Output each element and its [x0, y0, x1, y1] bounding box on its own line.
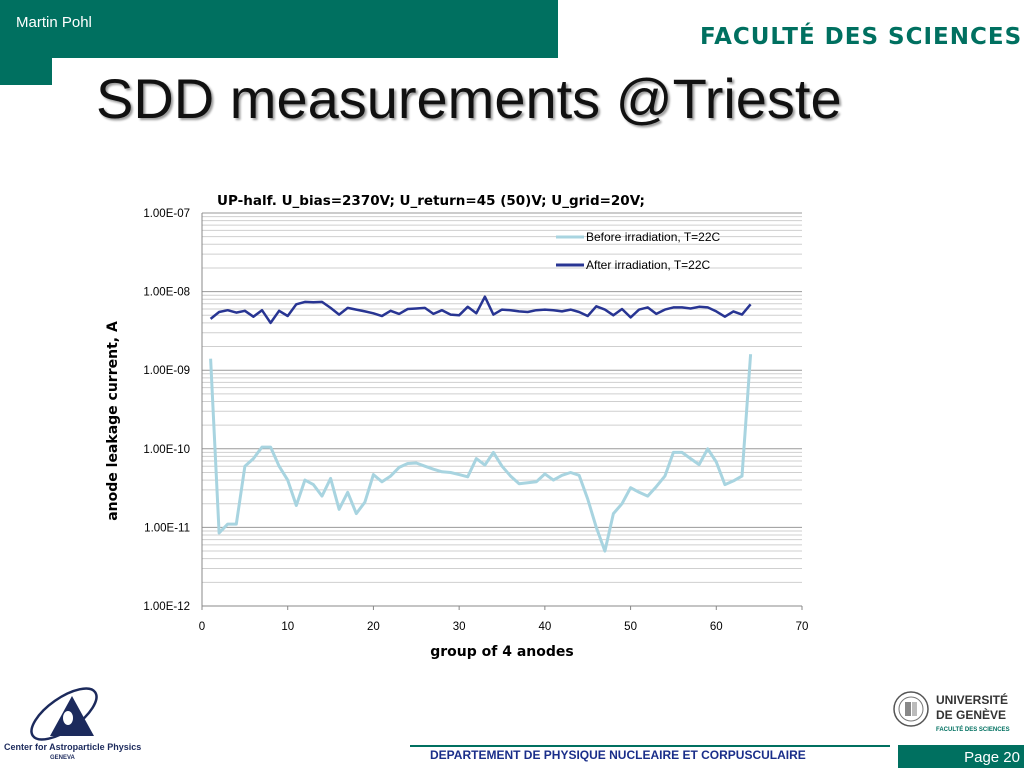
- unige-name: UNIVERSITÉ DE GENÈVE: [936, 693, 1008, 723]
- x-tick-label: 30: [453, 621, 466, 633]
- page-number-box: Page 20: [898, 745, 1024, 768]
- cap-name: Center for Astroparticle Physics: [4, 742, 142, 752]
- chart-title: UP-half. U_bias=2370V; U_return=45 (50)V…: [217, 193, 645, 209]
- chart-legend: Before irradiation, T=22C After irradiati…: [556, 230, 721, 272]
- page-number: Page 20: [964, 749, 1020, 766]
- header-bar-tab: [0, 58, 52, 85]
- unige-seal-icon: [893, 691, 929, 727]
- y-axis-label: anode leakage current, A: [105, 321, 121, 521]
- unige-faculty: FACULTÉ DES SCIENCES: [936, 727, 1010, 733]
- chart-series: [209, 295, 753, 553]
- legend-label: After irradiation, T=22C: [586, 258, 711, 272]
- legend-label: Before irradiation, T=22C: [586, 230, 721, 244]
- y-tick-label: 1.00E-07: [143, 208, 190, 220]
- x-tick-label: 0: [199, 621, 205, 633]
- x-tick-label: 50: [624, 621, 637, 633]
- cap-logo: [30, 687, 98, 741]
- y-axis-ticks: 1.00E-12 1.00E-11 1.00E-10 1.00E-09 1.00E-08…: [143, 208, 190, 613]
- x-axis-label: group of 4 anodes: [430, 644, 574, 660]
- slide-title: SDD measurements @Trieste: [96, 67, 842, 130]
- author-name: Martin Pohl: [16, 14, 92, 31]
- series-line-after-irradiation: [209, 295, 752, 325]
- department-label: DEPARTEMENT DE PHYSIQUE NUCLEAIRE ET COR…: [430, 748, 806, 762]
- x-tick-label: 20: [367, 621, 380, 633]
- cap-city: GENEVA: [50, 755, 75, 761]
- y-tick-label: 1.00E-11: [144, 522, 190, 534]
- unige-name-line-1: UNIVERSITÉ: [936, 693, 1009, 707]
- x-tick-label: 10: [281, 621, 294, 633]
- faculty-label: FACULTÉ DES SCIENCES: [700, 24, 1023, 50]
- y-tick-label: 1.00E-08: [143, 287, 190, 299]
- chart-grid: [201, 212, 802, 607]
- x-axis-ticks: 0 10 20 30 40 50 60 70: [199, 606, 809, 633]
- y-tick-label: 1.00E-09: [143, 365, 190, 377]
- x-tick-label: 60: [710, 621, 723, 633]
- x-tick-label: 70: [796, 621, 809, 633]
- header-bar: [0, 0, 558, 58]
- y-tick-label: 1.00E-12: [143, 601, 190, 613]
- y-tick-label: 1.00E-10: [143, 444, 190, 456]
- x-tick-label: 40: [538, 621, 551, 633]
- footer-rule: [410, 745, 890, 747]
- unige-name-line-2: DE GENÈVE: [936, 708, 1007, 722]
- leakage-current-chart: UP-half. U_bias=2370V; U_return=45 (50)V…: [105, 193, 809, 660]
- series-line-before-irradiation: [209, 354, 753, 553]
